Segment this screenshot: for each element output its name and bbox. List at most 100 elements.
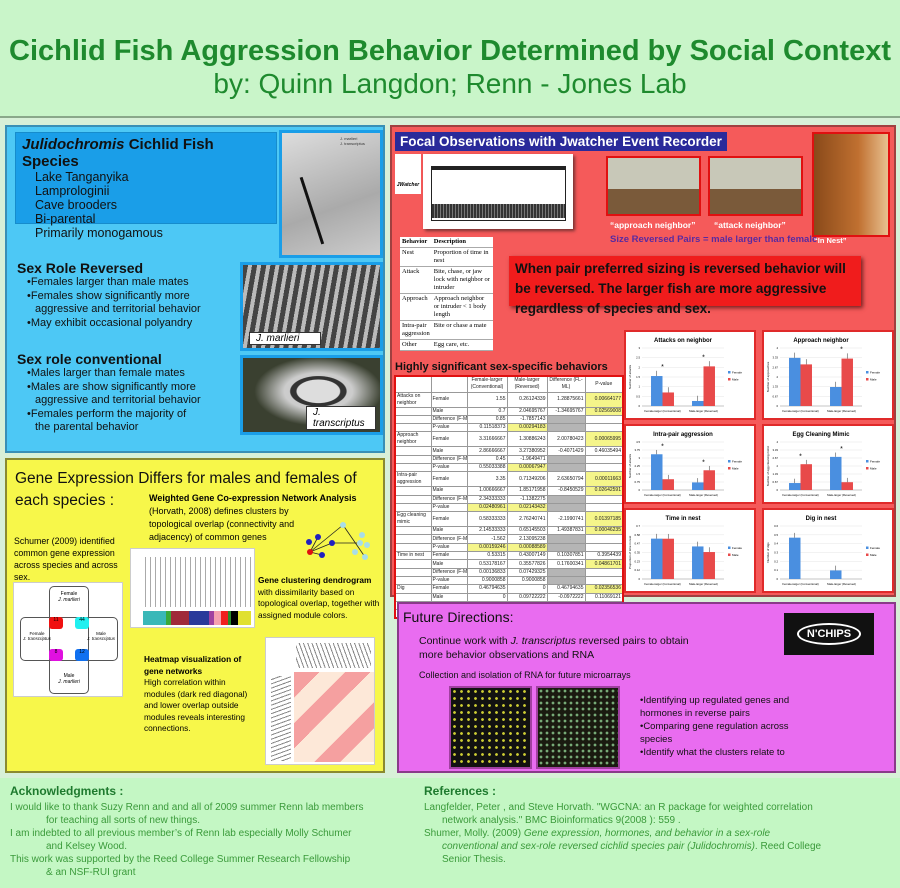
y-tick-label: 4 [776, 440, 778, 444]
legend-label: Male [870, 466, 877, 470]
header-cell [430, 375, 468, 393]
bar-male [662, 392, 674, 406]
bullet: •Comparing gene regulation across [640, 721, 789, 732]
dendro-bold: Gene clustering dendrogram [258, 575, 372, 585]
table-cell: 0 [506, 584, 548, 594]
y-tick-label: 0 [776, 488, 778, 492]
table-cell [394, 502, 432, 513]
legend-label: Male [870, 553, 877, 557]
x-tick-label: Male-larger (Reversed) [827, 493, 856, 497]
chart-title: Intra-pair aggression [653, 432, 713, 438]
jwatcher-logo: JWatcher [395, 154, 421, 194]
bar-female [651, 454, 663, 490]
venn-species: J. transcriptus [86, 636, 115, 641]
ack-line: and Kelsey Wood. [46, 841, 127, 852]
future-line: Continue work with [419, 635, 511, 647]
significance-star: * [840, 347, 843, 354]
network-diagram-icon [306, 522, 370, 560]
table-cell [394, 542, 432, 553]
future-line: Collection and isolation of RNA for futu… [419, 670, 631, 680]
table-cell: 2.63650794 [546, 471, 586, 488]
conventional-section: Sex role conventional •Males larger than… [17, 351, 201, 435]
legend-swatch [866, 467, 869, 470]
table-row: Attack Bite, chase, or jaw lock with neig… [400, 266, 493, 294]
module-color [214, 611, 221, 625]
photo-caption: J. transcriptus [306, 406, 376, 430]
table-cell: Other [400, 339, 432, 351]
table-cell: 1.49387831 [546, 526, 586, 536]
y-tick-label: 1.5 [636, 472, 640, 476]
species-item: Bi-parental [35, 212, 96, 226]
photo-caption: “attack neighbor” [714, 220, 786, 230]
y-tick-label: 0.67 [773, 480, 779, 484]
y-axis-label: Number of attacks [628, 364, 632, 389]
focal-heading: Focal Observations with Jwatcher Event R… [395, 132, 727, 151]
table-cell [584, 567, 624, 577]
table-cell: -1.7857143 [506, 414, 548, 425]
chart-title: Attacks on neighbor [654, 338, 713, 344]
y-tick-label: 2.25 [635, 464, 641, 468]
venn-sex: Male [96, 631, 106, 636]
bar-chart: Time in nest Proportion of time in nest 0 0… [624, 508, 756, 593]
table-cell: P-value [430, 502, 468, 513]
table-row: Egg cleaning mimic Female 0.58333333 2.7624… [394, 511, 624, 528]
dendrogram-image [130, 548, 255, 628]
conventional-heading: Sex role conventional [17, 351, 162, 367]
x-tick-label: Female-larger (Conventional) [644, 493, 680, 497]
y-tick-label: 0.1 [774, 568, 778, 572]
table-cell: -1.34695767 [546, 406, 586, 416]
table-cell: Proportion of time in nest [431, 247, 493, 267]
venn-count: 8 [49, 649, 63, 661]
table-cell: -1.562 [466, 534, 508, 544]
table-row: Male 1.00666667 1.85171958 -0.8450529 0.0264… [394, 486, 624, 496]
table-row: Difference (F-M) 0.85 -1.7857143 [394, 414, 624, 425]
significance-star: * [799, 453, 802, 460]
schumer-text: Schumer (2009) identified common gene ex… [14, 536, 118, 582]
table-cell: 0.11069121 [584, 592, 624, 602]
y-tick-label: 0.5 [636, 394, 640, 398]
ack-line: I am indebted to all previous member’s o… [10, 828, 352, 839]
significance-star: * [702, 460, 705, 467]
dendro-desc: with dissimilarity based on topological … [258, 586, 380, 620]
chart-svg: Approach neighbor Number of approaches 0 0.… [766, 338, 880, 413]
dendrogram-text: Gene clustering dendrogram with dissimila… [258, 575, 383, 621]
header-cell: P-value [584, 375, 624, 393]
significance-star: * [702, 354, 705, 361]
table-cell: 0.11518373 [466, 423, 508, 433]
table-cell: Approach neighbor or intruder < 1 body l… [431, 293, 493, 321]
module-color [220, 611, 229, 625]
y-tick-label: 3.33 [773, 448, 779, 452]
photo-caption: “In Nest” [814, 236, 847, 245]
x-tick-label: Female-larger (Conventional) [782, 493, 818, 497]
bullet: •Identifying up regulated genes and [640, 695, 790, 706]
chart-title: Egg Cleaning Mimic [792, 432, 850, 438]
stats-header-row: Female-larger (Conventional) Male-larger … [394, 375, 624, 393]
bullet: •Females perform the majority of [27, 407, 187, 420]
table-row: Difference (F-M) 0.45 -1.9649471 [394, 454, 624, 465]
table-row: Nest Proportion of time in nest [400, 247, 493, 267]
y-tick-label: 0.67 [773, 394, 779, 398]
significance-star: * [840, 446, 843, 453]
table-cell: 1.30886243 [506, 431, 548, 448]
future-line: more behavior observations and RNA [419, 649, 595, 661]
behavior-table: Behavior Description Nest Proportion of tim… [400, 237, 493, 351]
table-row: Difference (F-M) 0.00136833 0.07429325 [394, 567, 624, 577]
table-cell: 0.00294183 [506, 423, 548, 433]
ref-title: Gene expression, hormones, and behavior … [523, 828, 771, 839]
table-cell [394, 406, 432, 416]
bar-female [830, 387, 842, 406]
module-color [209, 611, 215, 625]
reversed-section: Sex Role Reversed •Females larger than m… [17, 260, 201, 330]
legend-label: Female [732, 546, 742, 550]
legend-label: Male [732, 466, 739, 470]
bullet: species [640, 734, 673, 745]
map-legend-item: J. transcriptus [340, 141, 365, 146]
table-cell: Egg care, etc. [431, 339, 493, 351]
bullet: the parental behavior [35, 421, 139, 433]
table-cell: 2.00780423 [546, 431, 586, 448]
table-cell: Female [430, 551, 468, 561]
table-cell: Attack [400, 266, 432, 294]
table-cell: 0.01397185 [584, 511, 624, 528]
poster-title: Cichlid Fish Aggression Behavior Determi… [9, 35, 891, 67]
species-panel: Julidochromis Cichlid Fish Species Lake … [5, 125, 385, 453]
